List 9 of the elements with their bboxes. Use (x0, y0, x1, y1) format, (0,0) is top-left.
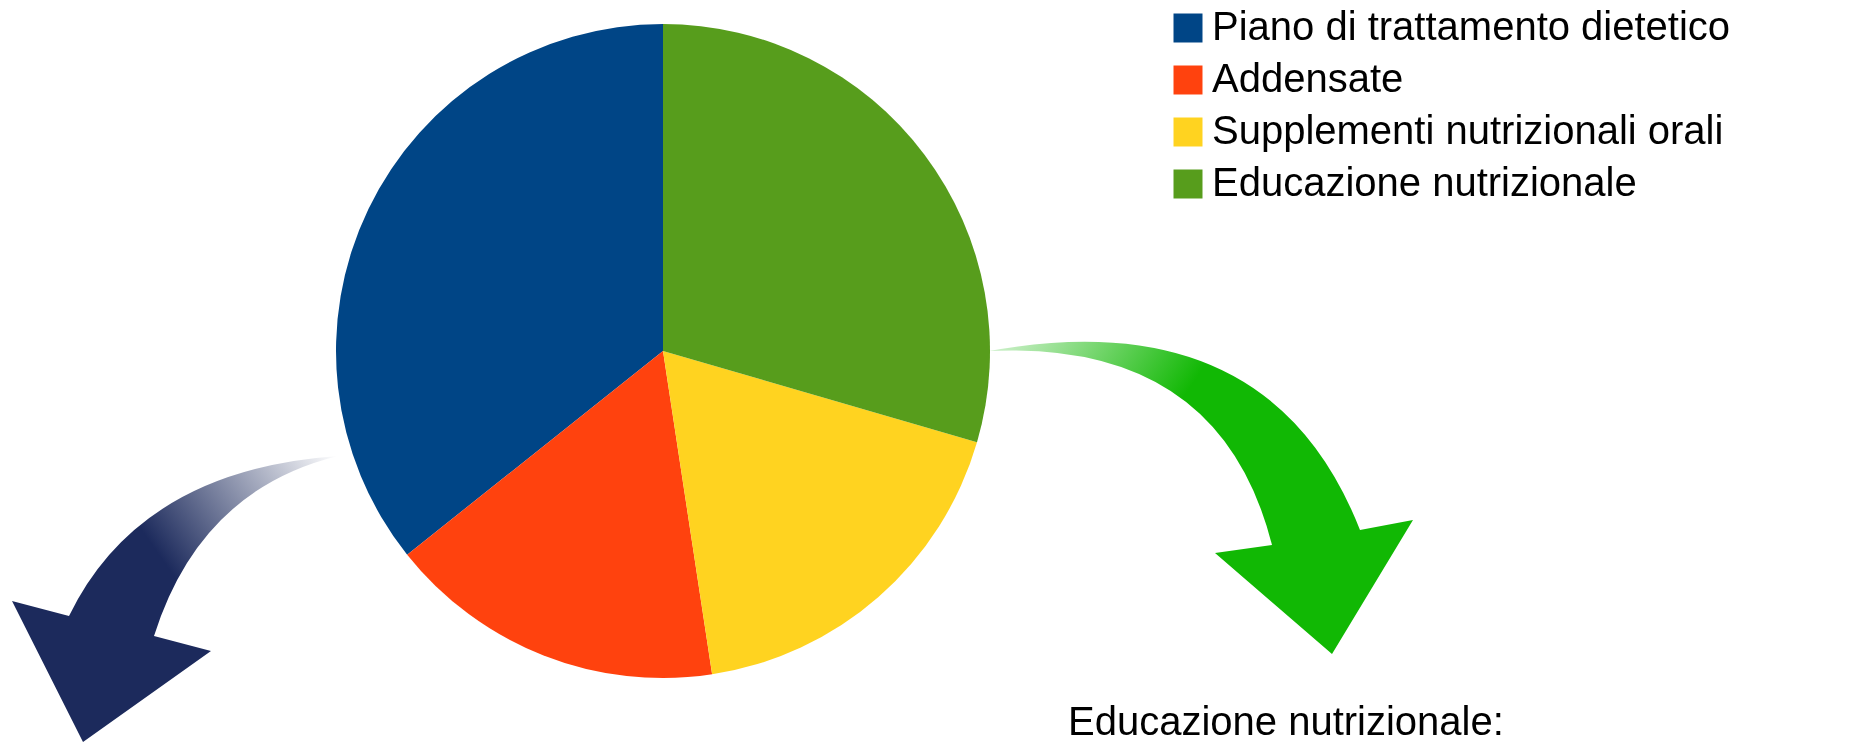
pie-slice (663, 24, 990, 443)
legend-label: Piano di trattamento dietetico (1212, 4, 1731, 48)
pie-slice (407, 351, 713, 678)
pie-slice (663, 351, 978, 675)
legend-label: Supplementi nutrizionali orali (1212, 108, 1724, 152)
legend-label: Educazione nutrizionale (1212, 160, 1637, 204)
pie-slice (336, 24, 663, 555)
legend-label: Addensate (1212, 56, 1404, 100)
text: Educazione nutrizionale: (1068, 699, 1504, 742)
